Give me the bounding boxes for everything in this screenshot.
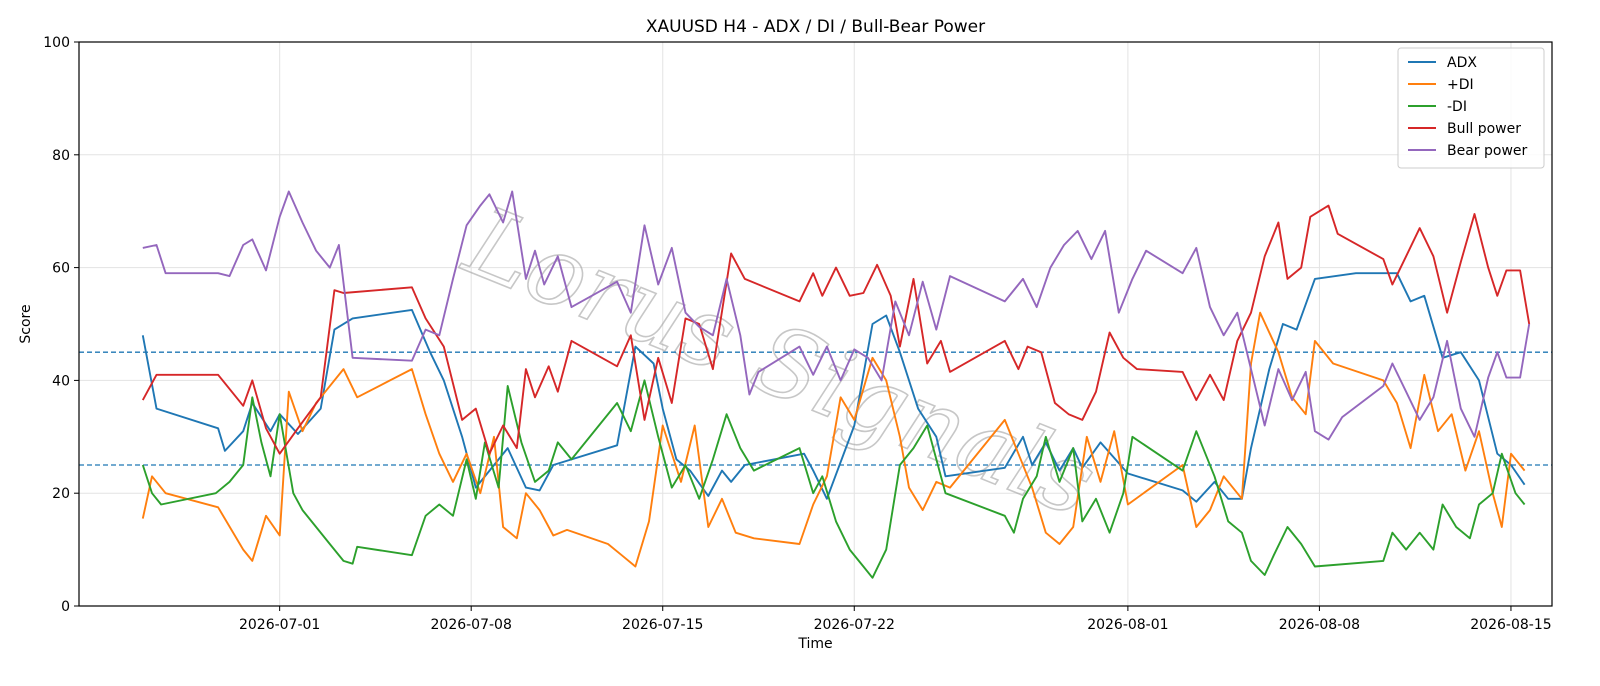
series-line-adx	[141, 272, 1526, 503]
x-tick-label: 2026-08-01	[1087, 617, 1168, 633]
legend: ADX +DI -DI Bull power Bear power	[1397, 47, 1545, 169]
legend-label-bull-power: Bull power	[1447, 121, 1521, 137]
legend-box	[1397, 47, 1545, 169]
x-tick-label: 2026-07-08	[431, 617, 512, 633]
x-tick-label: 2026-07-01	[239, 617, 320, 633]
y-tick-label: 60	[52, 261, 70, 277]
series-line-di	[141, 379, 1526, 579]
series-line-bull-power	[141, 204, 1531, 455]
series-line-bear-power	[142, 190, 1531, 441]
x-tick-label: 2026-07-15	[622, 617, 703, 633]
x-axis-title: Time	[797, 636, 832, 652]
legend-label-di: -DI	[1447, 99, 1467, 115]
chart-title: XAUUSD H4 - ADX / DI / Bull-Bear Power	[646, 17, 985, 37]
x-tick-label: 2026-08-08	[1279, 617, 1360, 633]
y-axis-ticks: 0 20 40 60 80 100	[43, 35, 79, 615]
plot-frame	[78, 41, 1553, 607]
x-tick-label: 2026-07-22	[814, 617, 895, 633]
legend-label-bear-power: Bear power	[1447, 143, 1528, 159]
y-tick-label: 100	[43, 35, 70, 51]
y-tick-label: 80	[52, 148, 70, 164]
y-tick-label: 0	[61, 599, 70, 615]
y-axis-title: Score	[18, 304, 34, 343]
legend-label-adx: ADX	[1447, 55, 1477, 71]
x-tick-label: 2026-08-15	[1470, 617, 1551, 633]
y-tick-label: 20	[52, 486, 70, 502]
legend-label-di: +DI	[1447, 77, 1474, 93]
reference-lines	[79, 351, 1552, 466]
series-lines	[141, 190, 1531, 579]
series-line-di	[141, 311, 1526, 568]
x-axis-ticks: 2026-07-01 2026-07-08 2026-07-15 2026-07-22…	[239, 606, 1552, 633]
y-tick-label: 40	[52, 373, 70, 389]
